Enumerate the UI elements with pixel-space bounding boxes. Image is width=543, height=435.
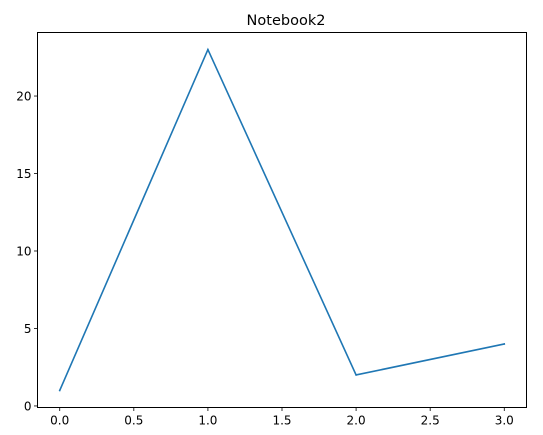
- data-point: [355, 374, 357, 376]
- x-tick-label: 1.0: [198, 414, 217, 428]
- y-tick-label: 5: [24, 322, 32, 336]
- plot-area: [37, 32, 527, 408]
- x-tick-label: 2.5: [421, 414, 440, 428]
- x-tick-label: 1.5: [272, 414, 291, 428]
- x-tick-label: 2.0: [347, 414, 366, 428]
- x-tick-label: 0.5: [124, 414, 143, 428]
- data-point: [503, 343, 506, 345]
- y-tick-label: 10: [16, 244, 31, 258]
- data-point: [207, 48, 209, 51]
- series-layer: [58, 47, 506, 392]
- data-point: [58, 389, 61, 392]
- y-tick-label: 20: [16, 89, 31, 103]
- y-tick-label: 0: [24, 399, 32, 413]
- plot-frame: [37, 32, 527, 408]
- y-tick-label: 15: [16, 167, 31, 181]
- chart-title: Notebook2: [247, 13, 326, 29]
- x-tick-label: 0.0: [50, 414, 69, 428]
- x-tick-label: 3.0: [495, 414, 514, 428]
- x-axis: 0.0 0.5 1.0 1.5 2.0 2.5 3.0: [50, 407, 514, 428]
- y-axis: 0 5 10 15 20: [16, 89, 38, 413]
- series-line: [58, 47, 506, 392]
